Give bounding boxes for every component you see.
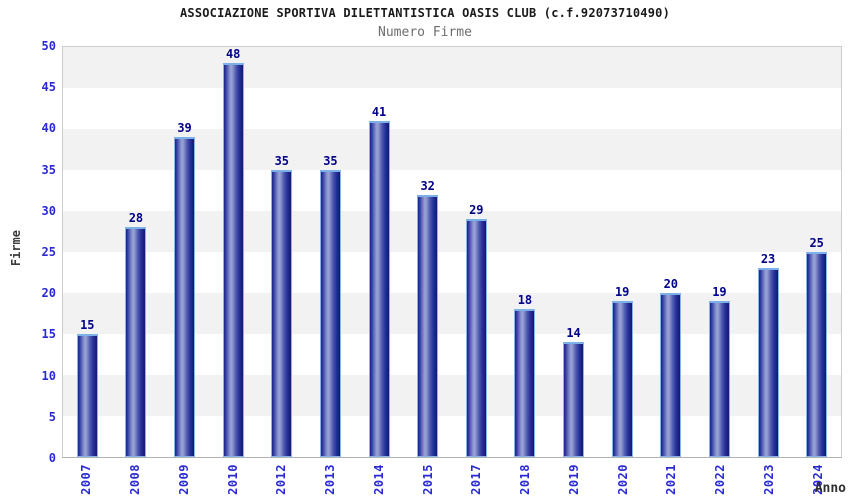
x-tick-label: 2015 (420, 464, 435, 495)
bar-slot: 41 (355, 47, 404, 457)
bar-slot: 32 (403, 47, 452, 457)
bar-value-label: 19 (712, 285, 727, 300)
x-tick-label: 2013 (323, 464, 338, 495)
bar-slot: 29 (452, 47, 501, 457)
plot-area: 15 28 39 48 35 35 41 32 29 18 14 19 20 19 23 25 (62, 46, 842, 458)
bar-value-label: 28 (128, 211, 144, 226)
y-tick-label: 5 (48, 409, 56, 424)
bar-value-label: 14 (566, 326, 581, 341)
x-tick-label: 2017 (469, 464, 484, 495)
bar (563, 342, 585, 457)
bar-value-label: 32 (420, 178, 435, 193)
bar-slot: 14 (549, 47, 598, 457)
bar-value-label: 25 (809, 236, 824, 250)
chart-title: ASSOCIAZIONE SPORTIVA DILETTANTISTICA OA… (179, 6, 671, 20)
x-tick-label: 2012 (274, 464, 289, 495)
x-tick-label: 2010 (225, 464, 240, 495)
x-axis-title: Anno (814, 481, 846, 496)
bar-slot: 28 (112, 47, 161, 457)
bar-slot: 20 (647, 47, 696, 457)
bar (708, 301, 730, 457)
y-tick-label: 20 (41, 286, 56, 301)
bar-slot: 39 (160, 47, 209, 457)
bar (417, 194, 439, 457)
bar-slot: 19 (695, 47, 744, 457)
x-tick-label: 2014 (371, 464, 386, 495)
bar-value-label: 39 (177, 121, 192, 136)
bar-value-label: 48 (225, 47, 241, 62)
bar-value-label: 18 (517, 293, 533, 308)
bar-slot: 35 (258, 47, 307, 457)
bar-value-label: 29 (469, 203, 484, 218)
x-tick-label: 2022 (713, 464, 728, 495)
bar-slot: 35 (306, 47, 355, 457)
bar (174, 137, 196, 457)
bar (806, 252, 828, 457)
x-tick-label: 2007 (79, 464, 94, 495)
bar-value-label: 19 (614, 285, 630, 300)
bar-value-label: 35 (323, 154, 338, 168)
bar (514, 309, 536, 457)
y-tick-label: 15 (41, 327, 56, 342)
y-tick-label: 0 (48, 451, 56, 465)
bar-value-label: 35 (274, 154, 290, 168)
bar (222, 63, 244, 457)
bar-value-label: 23 (760, 252, 776, 267)
bar-slot: 25 (792, 47, 841, 457)
x-tick-label: 2009 (176, 464, 191, 495)
bar (125, 227, 147, 457)
bar-value-label: 41 (371, 104, 387, 119)
bar-slot: 19 (598, 47, 647, 457)
bar (76, 334, 98, 457)
y-tick-label: 25 (41, 245, 56, 259)
bar-value-label: 15 (80, 318, 95, 332)
y-tick-label: 45 (41, 80, 56, 95)
bar (465, 219, 487, 457)
x-tick-label: 2023 (761, 464, 776, 495)
bar-slot: 23 (744, 47, 793, 457)
bar (319, 170, 341, 457)
x-tick-label: 2020 (615, 464, 630, 495)
x-tick-label: 2021 (664, 464, 679, 495)
bars-container: 15 28 39 48 35 35 41 32 29 18 14 19 20 19 23 25 (63, 47, 841, 457)
bar (271, 170, 293, 457)
bar (757, 268, 779, 457)
y-tick-label: 50 (41, 39, 56, 53)
bar (368, 120, 390, 457)
y-tick-label: 30 (41, 203, 56, 218)
bar (611, 301, 633, 457)
bar-slot: 18 (501, 47, 550, 457)
x-tick-label: 2008 (128, 464, 143, 495)
bar-slot: 48 (209, 47, 258, 457)
x-tick-label: 2019 (566, 464, 581, 495)
bar (660, 293, 682, 457)
y-tick-label: 35 (41, 162, 56, 177)
chart-subtitle: Numero Firme (378, 25, 472, 40)
bar-slot: 15 (63, 47, 112, 457)
bar-value-label: 20 (663, 277, 679, 291)
x-tick-label: 2018 (518, 464, 533, 495)
y-tick-label: 40 (41, 121, 56, 136)
y-tick-label: 10 (41, 368, 56, 383)
